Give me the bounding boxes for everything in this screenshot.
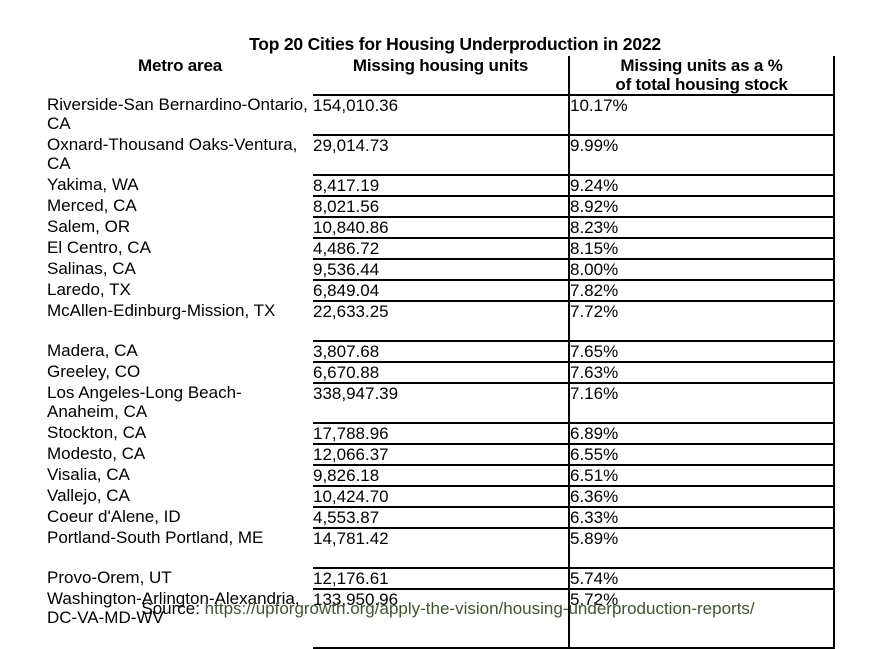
cell-missing-units: 8,417.19 [313,175,570,197]
table-sheet: Top 20 Cities for Housing Underproductio… [0,34,896,649]
cell-metro-area: Portland-South Portland, ME [47,528,264,547]
cell-missing-units: 4,553.87 [313,507,570,529]
cell-missing-pct: 10.17% [569,95,835,136]
cell-missing-pct: 9.24% [569,175,835,197]
cell-missing-pct: 8.00% [569,259,835,281]
table-row: Modesto, CA 12,066.37 6.55% [47,444,835,466]
cell-missing-units: 9,536.44 [313,259,570,281]
cell-missing-pct: 6.36% [569,486,835,508]
cell-metro-area: Riverside-San Bernardino-Ontario, CA [47,95,308,133]
column-header-missing-pct: Missing units as a % of total housing st… [569,56,835,96]
cell-missing-pct: 6.33% [569,507,835,529]
table-row: Portland-South Portland, ME 14,781.42 5.89… [47,528,835,569]
cell-metro-area: Laredo, TX [47,280,131,299]
cell-metro-area: Coeur d'Alene, ID [47,507,181,526]
cell-missing-pct: 5.74% [569,568,835,590]
cell-metro-area: Salinas, CA [47,259,136,278]
table-title: Top 20 Cities for Housing Underproductio… [249,34,661,54]
source-label: Source: [141,599,205,618]
cell-metro-area: Salem, OR [47,217,131,236]
table-row: Laredo, TX 6,849.04 7.82% [47,280,835,302]
table-row: Salem, OR 10,840.86 8.23% [47,217,835,239]
cell-missing-units: 12,176.61 [313,568,570,590]
cell-missing-units: 6,670.88 [313,362,570,384]
table-row: Provo-Orem, UT 12,176.61 5.74% [47,568,835,590]
table-row: El Centro, CA 4,486.72 8.15% [47,238,835,260]
cell-metro-area: Greeley, CO [47,362,141,381]
column-header-missing-pct-line1: Missing units as a % [620,56,783,75]
table-row: Los Angeles-Long Beach-Anaheim, CA 338,94… [47,383,835,424]
cell-metro-area: Washington-Arlington-Alexandria, DC-VA-M… [47,589,300,627]
cell-metro-area: Provo-Orem, UT [47,568,172,587]
cell-missing-units: 9,826.18 [313,465,570,487]
cell-missing-pct: 8.92% [569,196,835,218]
clipped-top-text [146,0,846,5]
cell-missing-units: 10,424.70 [313,486,570,508]
cell-missing-units: 154,010.36 [313,95,570,136]
cell-metro-area: Vallejo, CA [47,486,130,505]
column-header-metro-area: Metro area [138,56,222,75]
cell-missing-pct: 7.72% [569,301,835,342]
table-row: Coeur d'Alene, ID 4,553.87 6.33% [47,507,835,529]
table-row: Oxnard-Thousand Oaks-Ventura, CA 29,014.7… [47,135,835,176]
cell-metro-area: Stockton, CA [47,423,147,442]
table-header-row: Metro area Missing housing units Missing… [47,56,835,96]
column-header-missing-units: Missing housing units [313,56,570,96]
column-header-missing-pct-line2: of total housing stock [615,75,788,94]
cell-missing-pct: 6.51% [569,465,835,487]
table-row: Madera, CA 3,807.68 7.65% [47,341,835,363]
table-row: Vallejo, CA 10,424.70 6.36% [47,486,835,508]
cell-missing-units: 4,486.72 [313,238,570,260]
cell-missing-units: 12,066.37 [313,444,570,466]
cell-metro-area: Oxnard-Thousand Oaks-Ventura, CA [47,135,298,173]
cell-missing-pct: 6.55% [569,444,835,466]
cell-missing-pct: 7.16% [569,383,835,424]
table-row: Salinas, CA 9,536.44 8.00% [47,259,835,281]
source-note: Source: https://upforgrowth.org/apply-th… [0,596,896,622]
cell-missing-units: 133,950.96 [313,589,570,649]
cell-missing-units: 22,633.25 [313,301,570,342]
housing-underproduction-table: Metro area Missing housing units Missing… [47,56,835,649]
table-row: Stockton, CA 17,788.96 6.89% [47,423,835,445]
cell-missing-units: 3,807.68 [313,341,570,363]
table-row: McAllen-Edinburg-Mission, TX 22,633.25 7.7… [47,301,835,342]
source-url-link[interactable]: https://upforgrowth.org/apply-the-vision… [204,599,755,618]
cell-missing-units: 338,947.39 [313,383,570,424]
table-row: Visalia, CA 9,826.18 6.51% [47,465,835,487]
cell-metro-area: Visalia, CA [47,465,130,484]
cell-missing-units: 10,840.86 [313,217,570,239]
table-row: Greeley, CO 6,670.88 7.63% [47,362,835,384]
cell-missing-units: 29,014.73 [313,135,570,176]
cell-missing-units: 6,849.04 [313,280,570,302]
cell-metro-area: Yakima, WA [47,175,139,194]
cell-missing-units: 8,021.56 [313,196,570,218]
cell-missing-pct: 5.72% [569,589,835,649]
cell-metro-area: Modesto, CA [47,444,146,463]
cell-missing-pct: 7.65% [569,341,835,363]
cell-missing-pct: 6.89% [569,423,835,445]
cell-metro-area: El Centro, CA [47,238,151,257]
cell-metro-area: Merced, CA [47,196,137,215]
cell-metro-area: Los Angeles-Long Beach-Anaheim, CA [47,383,242,421]
cell-metro-area: McAllen-Edinburg-Mission, TX [47,301,276,320]
table-row: Merced, CA 8,021.56 8.92% [47,196,835,218]
cell-missing-pct: 7.82% [569,280,835,302]
cell-missing-units: 17,788.96 [313,423,570,445]
cell-missing-pct: 5.89% [569,528,835,569]
cell-missing-pct: 8.23% [569,217,835,239]
table-body: Riverside-San Bernardino-Ontario, CA 154,… [47,95,835,649]
table-row: Yakima, WA 8,417.19 9.24% [47,175,835,197]
table-row: Riverside-San Bernardino-Ontario, CA 154,… [47,95,835,136]
cell-missing-pct: 7.63% [569,362,835,384]
cell-missing-pct: 9.99% [569,135,835,176]
cell-metro-area: Madera, CA [47,341,138,360]
table-row: Washington-Arlington-Alexandria, DC-VA-M… [47,589,835,649]
cell-missing-pct: 8.15% [569,238,835,260]
cell-missing-units: 14,781.42 [313,528,570,569]
